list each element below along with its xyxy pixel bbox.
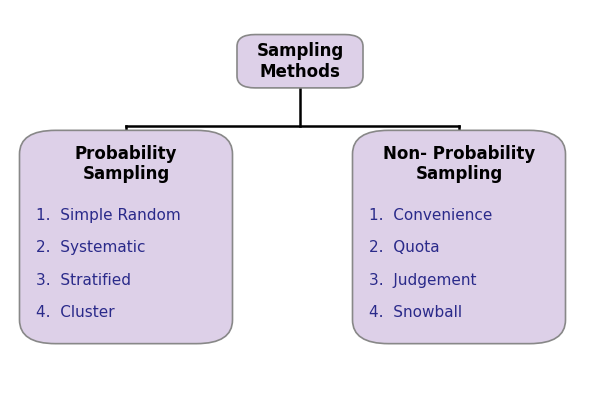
FancyBboxPatch shape — [353, 130, 566, 344]
Text: 2.  Systematic: 2. Systematic — [36, 240, 146, 255]
Text: 3.  Judgement: 3. Judgement — [370, 273, 477, 288]
Text: Probability
Sampling: Probability Sampling — [75, 145, 177, 183]
Text: 4.  Cluster: 4. Cluster — [36, 305, 115, 320]
Text: Non- Probability
Sampling: Non- Probability Sampling — [383, 145, 535, 183]
Text: 1.  Convenience: 1. Convenience — [370, 208, 493, 223]
Text: Sampling
Methods: Sampling Methods — [256, 42, 344, 81]
Text: 4.  Snowball: 4. Snowball — [370, 305, 463, 320]
Text: 1.  Simple Random: 1. Simple Random — [36, 208, 181, 223]
FancyBboxPatch shape — [237, 35, 363, 88]
Text: 2.  Quota: 2. Quota — [370, 240, 440, 255]
FancyBboxPatch shape — [19, 130, 232, 344]
Text: 3.  Stratified: 3. Stratified — [36, 273, 131, 288]
